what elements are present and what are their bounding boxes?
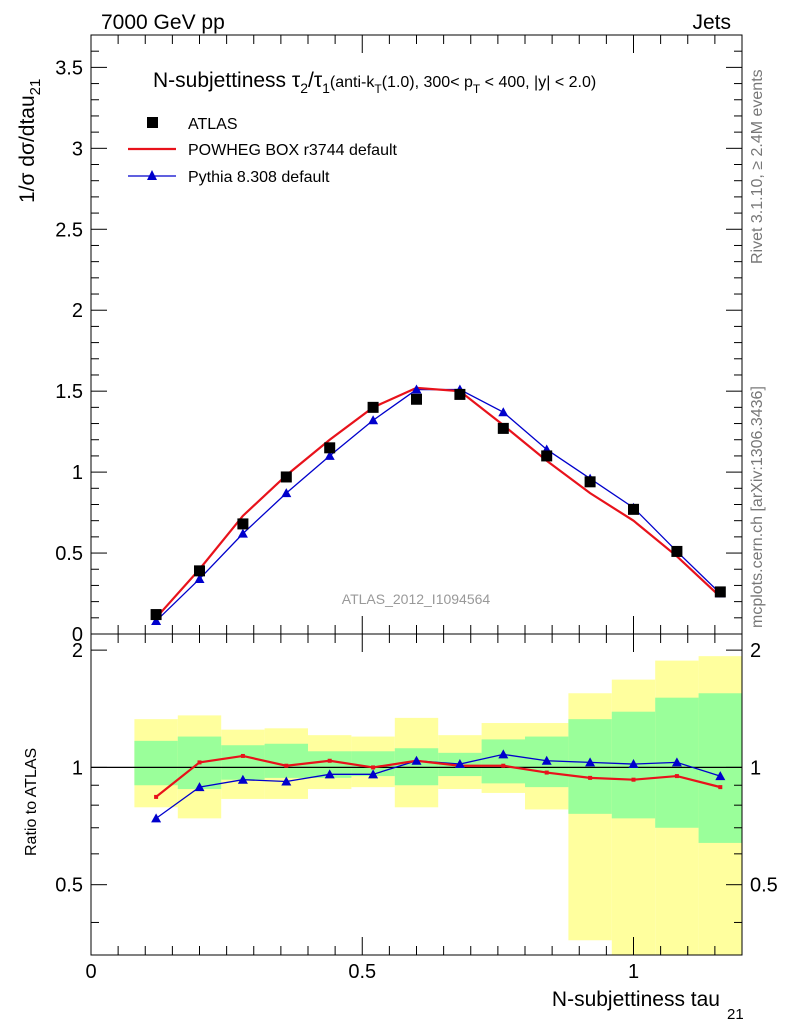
band-green-bin [698, 693, 742, 843]
pythia-point [498, 407, 509, 417]
atlas-point [628, 503, 639, 515]
atlas-point [584, 476, 596, 488]
powheg-ratio-line [155, 754, 721, 798]
plot-title: N-subjettiness τ2/τ1(anti-kT(1.0), 300< … [153, 69, 596, 96]
powheg-line [155, 386, 722, 619]
band-green-bin [221, 745, 265, 780]
x-axis-label: N-subjettiness tau 21 [552, 988, 744, 1023]
pythia-ratio-point [368, 769, 379, 779]
ratio-y-tick-label: 0.5 [55, 875, 83, 897]
pythia-ratio-point [498, 749, 509, 759]
main-y-tick-label: 3.5 [55, 57, 83, 79]
pythia-ratio-point [541, 755, 552, 765]
powheg-ratio-point [588, 775, 593, 780]
main-y-tick-label: 1.5 [55, 381, 83, 403]
atlas-point [280, 471, 292, 483]
pythia-point [324, 450, 335, 460]
pythia-ratio-point [628, 759, 639, 769]
ratio-y-axis-label: Ratio to ATLAS [23, 748, 40, 856]
svg-text:N-subjettiness τ2/τ1(anti-kT(1: N-subjettiness τ2/τ1(anti-kT(1.0), 300< … [153, 69, 596, 96]
ratio-y-tick-label-right: 2 [750, 640, 761, 662]
atlas-point [671, 545, 683, 557]
ratio-uncertainty-bands [134, 656, 742, 955]
svg-text:N-subjettiness tau: N-subjettiness tau [552, 988, 720, 1011]
side-rivet-label: Rivet 3.1.10, ≥ 2.4M events [749, 69, 766, 264]
atlas-point [497, 422, 509, 434]
ratio-y-tick-label-right: 1 [750, 757, 761, 779]
powheg-ratio-point [284, 763, 289, 768]
pythia-ratio-point [585, 757, 596, 767]
atlas-point [150, 609, 162, 621]
header-energy: 7000 GeV pp [101, 11, 225, 34]
ratio-y-tick-label: 1 [72, 757, 83, 779]
main-series [150, 384, 726, 626]
powheg-ratio-point [197, 760, 202, 765]
svg-text:21: 21 [727, 1006, 744, 1023]
powheg-ratio-point [544, 770, 549, 775]
pythia-ratio-point [671, 757, 682, 767]
pythia-ratio-point [194, 782, 205, 792]
band-green-bin [394, 748, 439, 786]
legend-atlas-marker [147, 117, 158, 128]
atlas-point [367, 401, 379, 413]
pythia-ratio-point [411, 755, 422, 765]
band-green-bin [568, 719, 612, 814]
main-y-tick-label: 2.5 [55, 219, 83, 241]
powheg-ratio-point [327, 758, 332, 763]
main-y-tick-label: 2 [72, 300, 83, 322]
atlas-point [194, 565, 205, 577]
pythia-ratio-point [324, 769, 335, 779]
powheg-ratio-point [371, 765, 376, 770]
band-green-bin [134, 740, 178, 786]
ratio-y-tick-label-right: 0.5 [750, 875, 778, 897]
main-y-tick-label: 0 [72, 624, 83, 646]
svg-text:1/σ dσ/dtau21: 1/σ dσ/dtau21 [16, 79, 44, 203]
pythia-point [368, 415, 379, 425]
analysis-watermark: ATLAS_2012_I1094564 [342, 591, 491, 607]
legend-label: ATLAS [188, 116, 238, 133]
powheg-ratio-point [718, 785, 723, 790]
main-y-tick-label: 3 [72, 138, 83, 160]
ratio-y-tick-label: 2 [72, 640, 83, 662]
side-mcplots-label: mcplots.cern.ch [arXiv:1306.3436] [749, 386, 766, 628]
pythia-ratio-point [454, 759, 465, 769]
main-y-tick-label: 1 [72, 462, 83, 484]
pythia-point [281, 488, 292, 498]
axes: 0 0.5 1 1.5 2 2.5 3 3.5 0 0.5 1 0.5 0.5 1 1 2 2 [55, 34, 778, 983]
ratio-series [151, 749, 726, 823]
main-y-axis-label: 1/σ dσ/dtau21 [16, 79, 44, 203]
powheg-ratio-point [631, 777, 636, 782]
pythia-ratio-point [281, 776, 292, 786]
atlas-point [237, 518, 249, 530]
band-green-bin [481, 739, 525, 784]
x-tick-label: 0.5 [348, 961, 376, 983]
atlas-point [714, 586, 726, 598]
legend: ATLAS POWHEG BOX r3744 default Pythia 8.30… [128, 116, 398, 186]
powheg-ratio-point [674, 774, 679, 779]
pythia-ratio-point [715, 771, 726, 781]
legend-pythia-marker [147, 170, 157, 180]
pythia-point [151, 616, 162, 626]
legend-label: Pythia 8.308 default [188, 169, 330, 186]
header-category: Jets [692, 11, 731, 34]
powheg-ratio-point [501, 763, 506, 768]
x-tick-label: 0 [85, 961, 96, 983]
atlas-point [541, 450, 553, 462]
pythia-ratio-point [237, 774, 248, 784]
x-tick-label: 1 [628, 961, 639, 983]
atlas-point [324, 442, 336, 454]
atlas-point [411, 393, 422, 405]
pythia-ratio-point [151, 813, 162, 823]
atlas-point [454, 388, 466, 400]
band-green-bin [264, 743, 308, 778]
pythia-point [237, 528, 248, 538]
powheg-ratio-point [154, 794, 159, 799]
legend-label: POWHEG BOX r3744 default [188, 142, 398, 159]
pythia-point [194, 573, 205, 583]
powheg-ratio-point [240, 753, 245, 758]
main-y-tick-label: 0.5 [55, 543, 83, 565]
pythia-point [411, 384, 422, 394]
